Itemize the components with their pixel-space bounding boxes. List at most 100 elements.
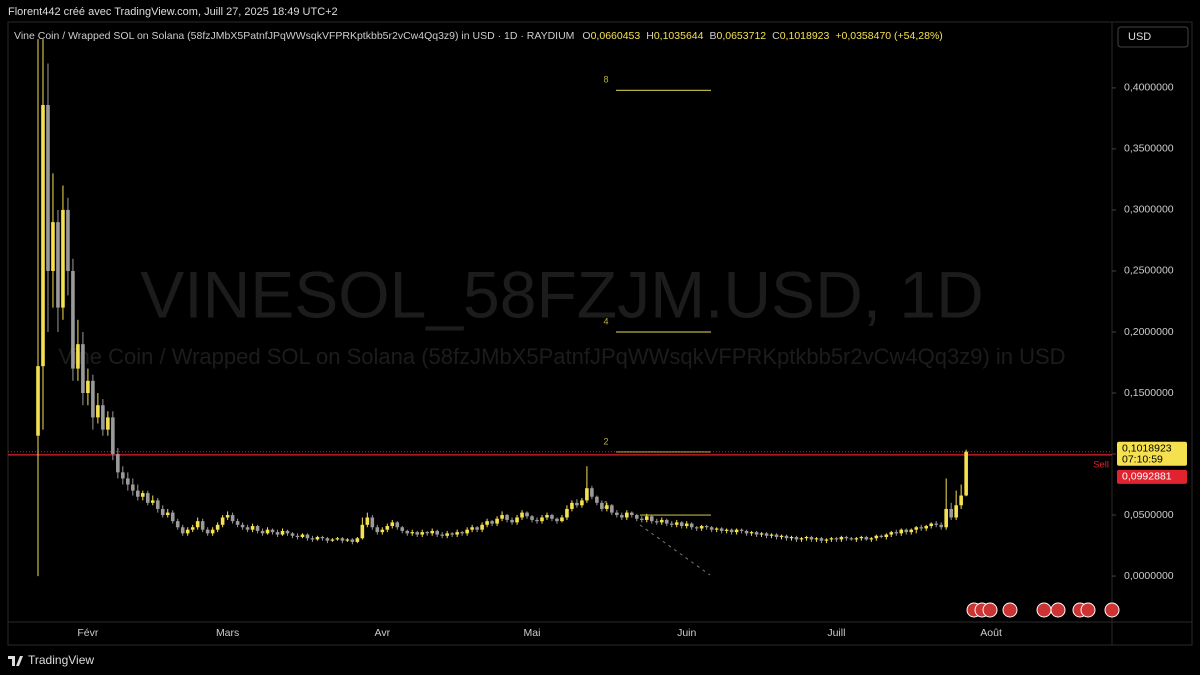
sell-label: Sell bbox=[1093, 459, 1109, 470]
candle-body bbox=[639, 518, 644, 520]
candle-body bbox=[944, 508, 948, 528]
candle-body bbox=[435, 530, 439, 535]
candle-body bbox=[505, 515, 509, 520]
candle-body bbox=[874, 535, 879, 539]
y-tick-label: 0,0000000 bbox=[1124, 570, 1174, 582]
ohlc-key: B bbox=[709, 30, 716, 42]
candle-body bbox=[260, 530, 265, 534]
candle-body bbox=[490, 521, 494, 524]
candle-body bbox=[210, 529, 215, 534]
candle-body bbox=[520, 512, 524, 518]
candle-body bbox=[924, 526, 929, 529]
y-tick-label: 0,0500000 bbox=[1124, 509, 1174, 521]
candle-body bbox=[859, 537, 864, 539]
countdown: 07:10:59 bbox=[1122, 453, 1163, 465]
candle-body bbox=[600, 502, 604, 509]
candle-body bbox=[809, 537, 814, 540]
candle-body bbox=[405, 530, 410, 534]
candle-body bbox=[560, 517, 564, 522]
candle-body bbox=[779, 535, 784, 538]
candle-body bbox=[140, 493, 145, 497]
candle-body bbox=[230, 515, 235, 522]
candle-body bbox=[86, 380, 90, 394]
candle-body bbox=[879, 535, 884, 538]
candle-body bbox=[445, 533, 449, 536]
candle-body bbox=[694, 527, 699, 529]
candle-body bbox=[245, 527, 250, 530]
x-tick-label: Févr bbox=[77, 627, 99, 639]
candle-body bbox=[884, 534, 889, 538]
candle-body bbox=[894, 532, 899, 534]
candle-body bbox=[430, 530, 435, 534]
candle-body bbox=[485, 521, 489, 525]
ohlc-key: O bbox=[582, 30, 590, 42]
candle-body bbox=[400, 527, 405, 531]
candle-body bbox=[644, 516, 649, 520]
candle-body bbox=[719, 528, 724, 531]
candle-body bbox=[160, 508, 165, 516]
candle-body bbox=[200, 521, 205, 530]
currency-box[interactable] bbox=[1117, 26, 1189, 48]
attribution: Florent442 créé avec TradingView.com, Ju… bbox=[8, 6, 338, 18]
candle-body bbox=[185, 529, 190, 534]
candle-body bbox=[195, 521, 200, 528]
candle-body bbox=[370, 517, 375, 528]
x-tick-label: Avr bbox=[375, 627, 391, 639]
level-label: 8 bbox=[603, 75, 608, 85]
y-tick-label: 0,1500000 bbox=[1124, 387, 1174, 399]
x-tick-label: Mars bbox=[216, 627, 239, 639]
candle-body bbox=[689, 523, 694, 528]
candle-body bbox=[919, 527, 924, 529]
candle-body bbox=[585, 488, 589, 501]
candle-body bbox=[839, 537, 844, 540]
y-tick-label: 0,3000000 bbox=[1124, 204, 1174, 216]
candle-body bbox=[91, 380, 95, 418]
candle-body bbox=[345, 539, 350, 541]
candle-body bbox=[789, 537, 794, 539]
symbol-title: Vine Coin / Wrapped SOL on Solana (58fzJ… bbox=[14, 30, 574, 42]
candle-body bbox=[145, 493, 150, 503]
candle-body bbox=[215, 524, 220, 530]
candle-body bbox=[56, 222, 60, 308]
candle-body bbox=[295, 535, 300, 538]
candle-body bbox=[744, 530, 749, 534]
candle-body bbox=[46, 104, 50, 271]
candle-body bbox=[734, 529, 739, 533]
candle-body bbox=[964, 451, 968, 496]
candle-body bbox=[699, 526, 704, 529]
candle-body bbox=[111, 417, 115, 455]
candle-body bbox=[620, 515, 624, 518]
candle-body bbox=[41, 104, 45, 367]
ohlc-value: 0,0660453 bbox=[591, 30, 641, 42]
ohlc-value: 0,1035644 bbox=[654, 30, 704, 42]
chart-frame bbox=[7, 21, 1193, 646]
candle-body bbox=[749, 532, 754, 534]
candle-body bbox=[51, 222, 55, 271]
watermark-symbol: VINESOL_58FZJM.USD, 1D bbox=[140, 257, 984, 331]
candle-body bbox=[500, 515, 504, 519]
candle-body bbox=[96, 405, 100, 418]
candle-body bbox=[914, 527, 919, 530]
currency[interactable]: USD bbox=[1128, 31, 1151, 43]
candle-body bbox=[824, 539, 829, 541]
candle-body bbox=[515, 517, 519, 523]
candle-body bbox=[240, 524, 245, 528]
ohlc-change: +0,0358470 (+54,28%) bbox=[835, 30, 942, 42]
candles bbox=[36, 39, 968, 577]
candle-body bbox=[605, 505, 609, 509]
candle-body bbox=[664, 519, 669, 524]
candle-body bbox=[235, 521, 240, 525]
candle-body bbox=[305, 534, 310, 539]
sell-price-label: 0,0992881 bbox=[1122, 471, 1172, 483]
last-price-label: 0,1018923 bbox=[1122, 442, 1172, 454]
candle-body bbox=[829, 538, 834, 540]
candle-body bbox=[929, 523, 934, 527]
candle-body bbox=[81, 344, 85, 394]
candle-body bbox=[126, 478, 130, 485]
candle-body bbox=[714, 528, 719, 530]
candle-body bbox=[116, 454, 120, 473]
candle-body bbox=[610, 505, 614, 513]
candle-body bbox=[550, 515, 554, 519]
candle-body bbox=[729, 529, 734, 533]
